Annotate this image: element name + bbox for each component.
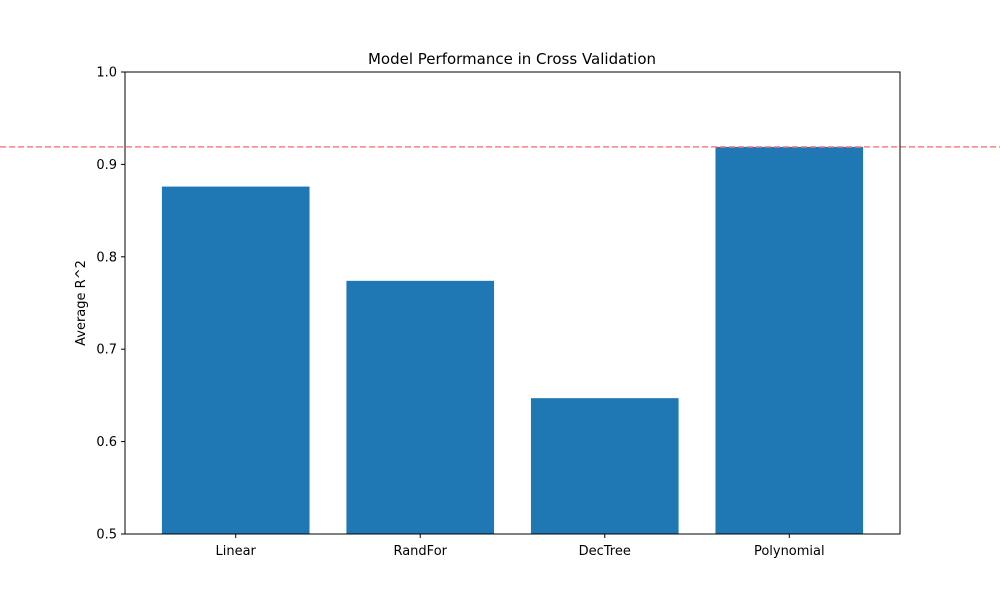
x-tick-label: DecTree: [579, 544, 631, 559]
x-axis: Linear RandFor DecTree Polynomial: [216, 534, 825, 559]
bar-group: [161, 146, 864, 535]
bar-linear: [161, 186, 310, 535]
x-tick-label: Polynomial: [754, 544, 825, 559]
bar-dectree: [530, 398, 679, 534]
y-tick-label: 0.7: [96, 343, 117, 358]
bar-polynomial: [715, 146, 864, 534]
y-axis-label: Average R^2: [74, 260, 89, 346]
bar-randfor: [346, 280, 495, 534]
y-tick-label: 0.8: [96, 250, 117, 265]
y-tick-label: 0.6: [96, 435, 117, 450]
x-tick-label: Linear: [216, 544, 257, 559]
y-tick-label: 0.9: [96, 158, 117, 173]
y-tick-label: 0.5: [96, 528, 117, 543]
y-tick-label: 1.0: [96, 66, 117, 81]
x-tick-label: RandFor: [393, 544, 447, 559]
plot-area-frame: [124, 71, 901, 535]
chart-title: Model Performance in Cross Validation: [368, 50, 656, 68]
y-axis: 0.5 0.6 0.7 0.8 0.9 1.0: [96, 66, 125, 543]
